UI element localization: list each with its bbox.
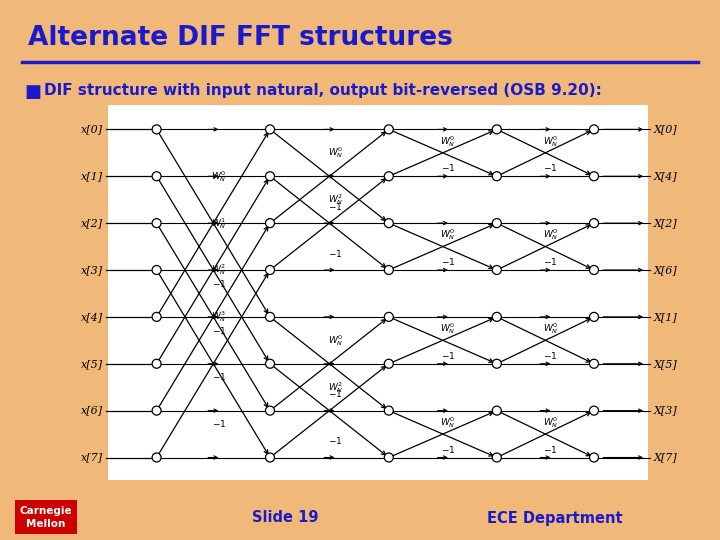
Text: X[4]: X[4] (654, 171, 678, 181)
Circle shape (266, 219, 274, 228)
Circle shape (492, 406, 501, 415)
Text: $W_N^0$: $W_N^0$ (441, 133, 456, 148)
Circle shape (152, 453, 161, 462)
Text: $-1$: $-1$ (328, 435, 343, 446)
Circle shape (384, 359, 393, 368)
Circle shape (384, 172, 393, 181)
Text: $-1$: $-1$ (212, 278, 226, 288)
Circle shape (492, 312, 501, 321)
Circle shape (492, 266, 501, 274)
Text: X[5]: X[5] (654, 359, 678, 369)
Text: $W_N^0$: $W_N^0$ (441, 415, 456, 430)
Circle shape (266, 172, 274, 181)
Circle shape (384, 453, 393, 462)
Text: $W_N^0$: $W_N^0$ (542, 415, 558, 430)
Text: $W_N^3$: $W_N^3$ (211, 309, 227, 325)
Bar (108, 105, 648, 480)
Text: X[1]: X[1] (654, 312, 678, 322)
Text: $-1$: $-1$ (441, 256, 456, 267)
Text: $-1$: $-1$ (212, 372, 226, 382)
Circle shape (152, 406, 161, 415)
Circle shape (152, 312, 161, 321)
Text: $-1$: $-1$ (441, 163, 456, 173)
Text: x[2]: x[2] (81, 218, 103, 228)
Text: $W_N^0$: $W_N^0$ (441, 227, 456, 242)
Circle shape (590, 312, 598, 321)
Circle shape (152, 125, 161, 134)
Text: $-1$: $-1$ (212, 325, 226, 335)
Text: Mellon: Mellon (27, 519, 66, 530)
Circle shape (590, 359, 598, 368)
Text: $-1$: $-1$ (441, 350, 456, 361)
Circle shape (492, 219, 501, 228)
Circle shape (152, 266, 161, 274)
Text: $W_N^0$: $W_N^0$ (328, 333, 343, 348)
Circle shape (384, 219, 393, 228)
Text: $-1$: $-1$ (543, 256, 557, 267)
Text: $W_N^2$: $W_N^2$ (328, 192, 343, 207)
Text: $W_N^0$: $W_N^0$ (328, 145, 343, 160)
Text: X[3]: X[3] (654, 406, 678, 416)
Circle shape (266, 125, 274, 134)
Text: $W_N^0$: $W_N^0$ (542, 321, 558, 336)
Circle shape (152, 172, 161, 181)
Text: Slide 19: Slide 19 (252, 510, 318, 525)
Text: Carnegie: Carnegie (19, 506, 72, 516)
Text: DIF structure with input natural, output bit-reversed (OSB 9.20):: DIF structure with input natural, output… (44, 83, 602, 98)
Text: X[6]: X[6] (654, 265, 678, 275)
Text: $W_N^0$: $W_N^0$ (542, 133, 558, 148)
Circle shape (492, 359, 501, 368)
Text: $W_N^0$: $W_N^0$ (441, 321, 456, 336)
Circle shape (152, 359, 161, 368)
Text: $-1$: $-1$ (328, 248, 343, 259)
Text: x[1]: x[1] (81, 171, 103, 181)
Text: $-1$: $-1$ (441, 443, 456, 455)
Circle shape (590, 125, 598, 134)
Text: $W_N^0$: $W_N^0$ (211, 169, 227, 184)
Text: x[4]: x[4] (81, 312, 103, 322)
Text: x[6]: x[6] (81, 406, 103, 416)
Text: $W_N^0$: $W_N^0$ (542, 227, 558, 242)
Circle shape (590, 219, 598, 228)
Text: $W_N^2$: $W_N^2$ (211, 262, 227, 278)
Circle shape (384, 125, 393, 134)
Text: $-1$: $-1$ (543, 350, 557, 361)
Text: x[3]: x[3] (81, 265, 103, 275)
Text: $-1$: $-1$ (328, 201, 343, 212)
Text: Alternate DIF FFT structures: Alternate DIF FFT structures (28, 25, 453, 51)
Text: ECE Department: ECE Department (487, 510, 623, 525)
Circle shape (384, 312, 393, 321)
Circle shape (266, 406, 274, 415)
Circle shape (492, 453, 501, 462)
Text: $-1$: $-1$ (543, 443, 557, 455)
Circle shape (492, 172, 501, 181)
Text: X[0]: X[0] (654, 124, 678, 134)
Circle shape (266, 312, 274, 321)
Circle shape (152, 219, 161, 228)
Text: x[7]: x[7] (81, 453, 103, 462)
Text: $W_N^2$: $W_N^2$ (328, 380, 343, 395)
Circle shape (266, 359, 274, 368)
Bar (15, 500, 77, 534)
Circle shape (384, 406, 393, 415)
Text: ■: ■ (24, 83, 41, 101)
Circle shape (590, 266, 598, 274)
Text: $-1$: $-1$ (328, 388, 343, 399)
Text: X[7]: X[7] (654, 453, 678, 462)
Circle shape (384, 266, 393, 274)
Text: x[5]: x[5] (81, 359, 103, 369)
Circle shape (492, 125, 501, 134)
Circle shape (266, 266, 274, 274)
Circle shape (590, 406, 598, 415)
Text: X[2]: X[2] (654, 218, 678, 228)
Circle shape (590, 172, 598, 181)
Circle shape (590, 453, 598, 462)
Text: $W_N^1$: $W_N^1$ (211, 215, 227, 231)
Text: $-1$: $-1$ (212, 418, 226, 429)
Text: x[0]: x[0] (81, 124, 103, 134)
Text: $-1$: $-1$ (543, 163, 557, 173)
Circle shape (266, 453, 274, 462)
